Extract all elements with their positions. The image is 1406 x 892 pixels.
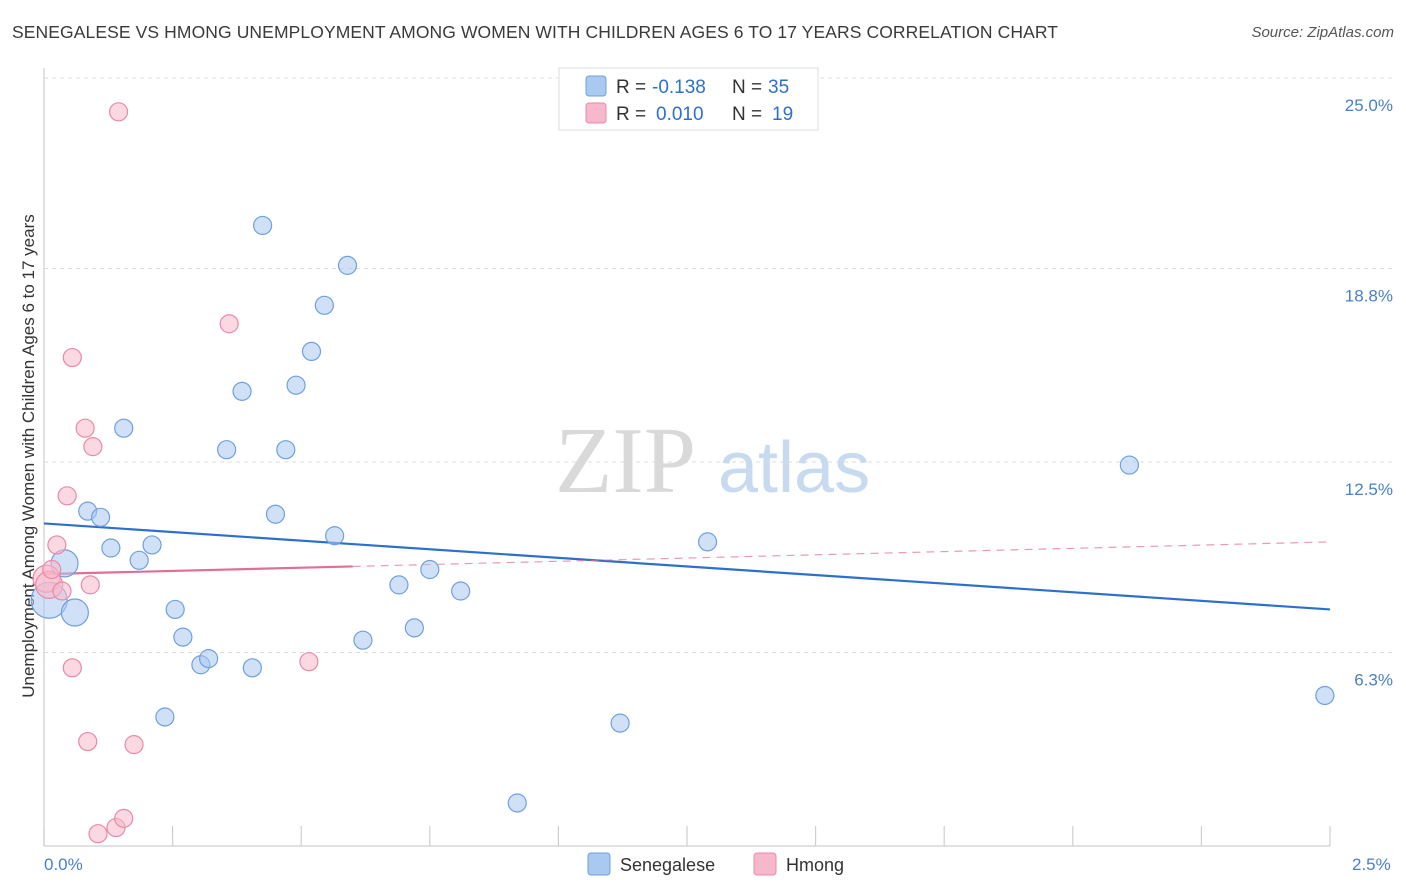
point-senegalese-13 — [155, 707, 175, 727]
point-hmong-4 — [52, 581, 72, 601]
legend-swatch-senegalese — [585, 75, 607, 97]
point-senegalese-9 — [165, 599, 185, 620]
legend-swatch-hmong — [585, 102, 607, 124]
trend-line-hmong-extended — [352, 541, 1331, 568]
legend-n-label-2: N = — [732, 104, 762, 125]
point-hmong-12 — [88, 824, 108, 844]
legend-n-value-1: 35 — [768, 77, 789, 98]
trend-line-senegalese — [43, 522, 1331, 611]
point-senegalese-14 — [217, 440, 237, 460]
point-senegalese-8 — [142, 535, 162, 555]
point-senegalese-31 — [610, 713, 630, 733]
point-senegalese-10 — [173, 627, 193, 647]
point-hmong-8 — [75, 418, 95, 438]
series-legend: Senegalese Hmong — [587, 852, 844, 876]
point-senegalese-25 — [353, 630, 373, 650]
point-hmong-14 — [108, 102, 129, 122]
point-senegalese-28 — [420, 559, 440, 580]
grid — [44, 77, 1392, 653]
point-senegalese-23 — [325, 526, 345, 546]
point-senegalese-19 — [276, 440, 296, 460]
x-tick-label-max: 2.5% — [1352, 855, 1391, 874]
source-label: Source: ZipAtlas.com — [1251, 24, 1394, 41]
point-senegalese-34 — [1315, 685, 1335, 706]
point-hmong-17 — [219, 314, 239, 334]
y-tick-label-3: 25.0% — [1345, 96, 1393, 115]
point-senegalese-16 — [242, 658, 262, 678]
bottom-legend-label-senegalese: Senegalese — [620, 855, 715, 875]
bottom-legend-swatch-senegalese — [587, 852, 611, 876]
point-hmong-7 — [62, 658, 82, 678]
point-senegalese-17 — [253, 215, 273, 236]
point-hmong-2 — [42, 559, 62, 580]
point-hmong-18 — [299, 652, 319, 672]
legend-r-label-1: R = — [616, 77, 646, 98]
point-hmong-6 — [62, 347, 82, 368]
point-senegalese-15 — [232, 381, 252, 401]
point-senegalese-24 — [337, 255, 358, 275]
point-senegalese-20 — [286, 375, 306, 395]
trend-lines — [43, 522, 1331, 611]
point-senegalese-22 — [314, 295, 334, 315]
point-hmong-9 — [78, 731, 98, 752]
point-senegalese-26 — [389, 575, 409, 595]
point-hmong-11 — [83, 437, 103, 457]
y-tick-label-2: 18.8% — [1345, 286, 1393, 305]
point-senegalese-30 — [507, 793, 527, 813]
point-senegalese-6 — [114, 418, 134, 438]
y-tick-label-0: 6.3% — [1354, 670, 1393, 689]
point-senegalese-12 — [199, 649, 219, 669]
point-senegalese-7 — [129, 550, 149, 570]
point-senegalese-18 — [265, 504, 286, 524]
point-hmong-16 — [124, 735, 144, 755]
point-senegalese-33 — [1119, 455, 1139, 475]
legend-n-label-1: N = — [732, 77, 762, 98]
point-hmong-10 — [80, 575, 100, 595]
y-tick-labels: 6.3% 12.5% 18.8% 25.0% — [1345, 96, 1393, 689]
stats-legend: R = -0.138 N = 35 R = 0.010 N = 19 — [558, 67, 819, 131]
watermark-atlas: atlas — [718, 428, 870, 508]
trend-line-hmong — [43, 565, 353, 576]
point-hmong-5 — [57, 486, 77, 506]
watermark-zip: ZIP — [555, 409, 696, 513]
data-points — [30, 102, 1335, 844]
point-senegalese-32 — [697, 532, 718, 552]
bottom-legend-swatch-hmong — [753, 852, 777, 876]
legend-r-label-2: R = — [616, 104, 646, 125]
point-senegalese-2 — [60, 598, 89, 627]
point-hmong-15 — [114, 808, 134, 828]
legend-n-value-2: 19 — [772, 104, 793, 125]
point-senegalese-29 — [451, 581, 471, 601]
legend-r-value-2: 0.010 — [656, 104, 704, 125]
y-axis-label: Unemployment Among Women with Children A… — [19, 214, 38, 698]
point-hmong-3 — [47, 535, 67, 555]
point-senegalese-5 — [101, 538, 121, 558]
x-axis-ticks — [43, 826, 1331, 846]
x-tick-label-min: 0.0% — [44, 855, 83, 874]
point-senegalese-4 — [90, 507, 111, 527]
point-senegalese-27 — [404, 618, 424, 638]
bottom-legend-label-hmong: Hmong — [786, 855, 844, 875]
legend-r-value-1: -0.138 — [652, 77, 706, 98]
point-senegalese-21 — [301, 341, 322, 362]
chart-title: SENEGALESE VS HMONG UNEMPLOYMENT AMONG W… — [12, 22, 1059, 42]
y-tick-label-1: 12.5% — [1345, 480, 1393, 499]
